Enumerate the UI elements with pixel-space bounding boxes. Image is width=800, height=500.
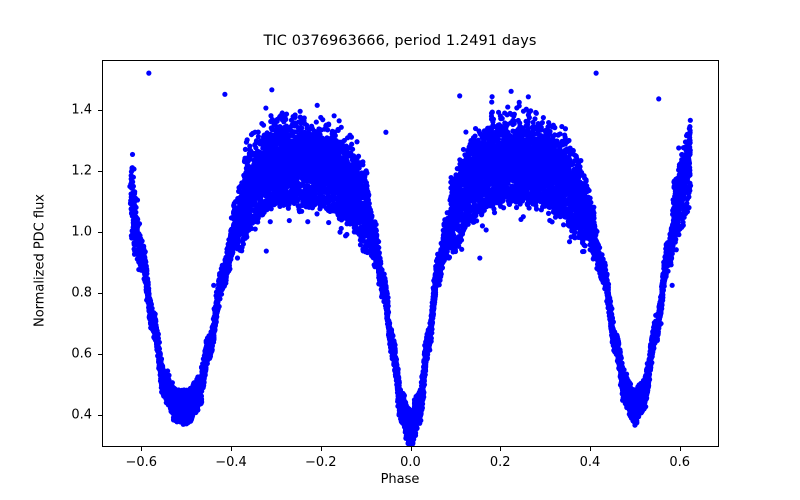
x-tick-label: −0.6 — [125, 455, 158, 470]
x-tick-mark — [410, 447, 412, 451]
y-tick-mark — [98, 110, 102, 112]
y-tick-label: 1.2 — [71, 163, 92, 179]
y-tick-label: 1.4 — [71, 102, 92, 118]
y-tick-label: 0.8 — [71, 285, 92, 301]
y-tick-label: 0.4 — [71, 407, 92, 423]
y-tick-label: 0.6 — [71, 346, 92, 362]
y-tick-mark — [98, 232, 102, 234]
x-tick-mark — [141, 447, 143, 451]
x-tick-mark — [679, 447, 681, 451]
y-tick-mark — [98, 171, 102, 173]
x-tick-label: 0.2 — [489, 455, 511, 470]
plot-axes-frame — [102, 60, 719, 447]
x-axis-label: Phase — [380, 472, 420, 487]
scatter-plot-canvas — [127, 70, 694, 446]
y-tick-label: 1.0 — [71, 224, 92, 240]
x-tick-mark — [589, 447, 592, 451]
chart-title: TIC 0376963666, period 1.2491 days — [263, 33, 537, 49]
x-tick-label: −0.2 — [304, 455, 337, 470]
x-tick-label: 0.0 — [400, 455, 421, 470]
x-tick-label: −0.4 — [215, 455, 247, 470]
y-tick-mark — [98, 354, 102, 356]
y-tick-mark — [98, 293, 102, 295]
x-tick-mark — [320, 447, 322, 451]
y-tick-mark — [98, 415, 102, 417]
y-axis-label: Normalized PDC flux — [32, 193, 48, 328]
x-tick-label: 0.4 — [579, 455, 601, 470]
x-tick-mark — [500, 447, 502, 451]
x-tick-mark — [231, 447, 233, 451]
x-tick-label: 0.6 — [669, 455, 691, 470]
